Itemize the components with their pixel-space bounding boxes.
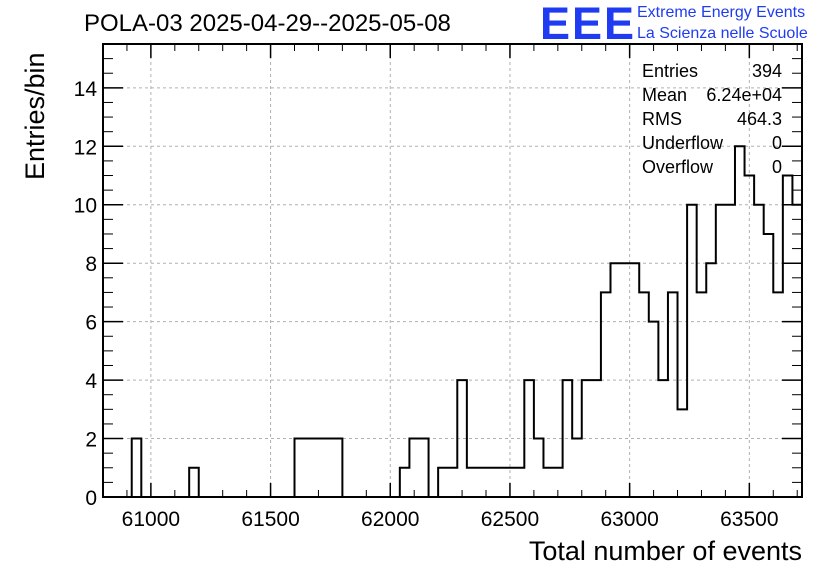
- histogram-bin: [687, 205, 697, 497]
- x-tick-label: 62000: [361, 508, 419, 531]
- histogram-bin: [754, 205, 764, 497]
- histogram-bin: [314, 439, 324, 497]
- stat-row-underflow: Underflow 0: [642, 131, 782, 155]
- stat-label: Entries: [642, 61, 699, 81]
- grid-lines: [103, 44, 802, 497]
- stats-box: Entries 394 Mean 6.24e+04 RMS 464.3 Unde…: [642, 59, 782, 179]
- histogram-bin: [400, 468, 410, 497]
- stat-row-rms: RMS 464.3: [642, 107, 782, 131]
- stat-row-overflow: Overflow 0: [642, 155, 782, 179]
- histogram-bin: [515, 468, 525, 497]
- histogram-bin: [649, 322, 659, 497]
- histogram-bin: [438, 468, 448, 497]
- x-axis-label: Total number of events: [528, 536, 802, 566]
- stat-value: 6.24e+04: [706, 85, 782, 105]
- histogram-bin: [132, 439, 142, 497]
- y-tick-label: 12: [74, 136, 97, 159]
- stat-label: Overflow: [642, 157, 714, 177]
- histogram-bin: [783, 176, 793, 497]
- stat-value: 464.3: [736, 109, 782, 129]
- histogram-bin: [543, 468, 553, 497]
- stat-value: 394: [751, 61, 782, 81]
- histogram-bin: [486, 468, 496, 497]
- histogram-bin: [448, 468, 458, 497]
- histogram-bin: [639, 292, 649, 497]
- axis-ticks: [102, 43, 802, 498]
- y-tick-label: 6: [85, 312, 97, 335]
- x-tick-label: 63000: [600, 508, 658, 531]
- x-tick-label: 63500: [720, 508, 778, 531]
- stat-label: Underflow: [642, 133, 724, 153]
- histogram-bin: [678, 409, 688, 497]
- stat-value: 0: [771, 157, 782, 177]
- stat-label: RMS: [642, 109, 682, 129]
- y-tick-label: 2: [85, 429, 97, 452]
- logo-line-1: Extreme Energy Events: [637, 4, 806, 21]
- x-tick-label: 62500: [481, 508, 539, 531]
- histogram-bin: [323, 439, 333, 497]
- eee-logo: EEE: [540, 0, 637, 49]
- histogram-bin: [773, 292, 783, 497]
- plot-frame: [102, 43, 803, 498]
- histogram-bin: [467, 468, 477, 497]
- y-tick-label: 4: [85, 370, 97, 393]
- histogram-bin: [496, 468, 506, 497]
- y-tick-label: 8: [85, 253, 97, 276]
- histogram-bin: [419, 439, 429, 497]
- stat-row-entries: Entries 394: [642, 59, 782, 83]
- histogram-bin: [697, 292, 707, 497]
- histogram-bin: [572, 439, 582, 497]
- chart-title: POLA-03 2025-04-29--2025-05-08: [84, 10, 451, 37]
- histogram-bin: [668, 292, 678, 497]
- stat-label: Mean: [642, 85, 688, 105]
- y-tick-label: 14: [74, 78, 98, 101]
- y-axis-tick-labels: 0 2 4 6 8 10 12 14: [74, 78, 98, 510]
- histogram-bin: [601, 292, 611, 497]
- histogram-bin: [304, 439, 314, 497]
- y-tick-label: 10: [74, 195, 97, 218]
- histogram-bin: [189, 468, 199, 497]
- stat-row-mean: Mean 6.24e+04: [642, 83, 782, 107]
- histogram-bin: [725, 205, 735, 497]
- x-tick-label: 61000: [122, 508, 180, 531]
- y-axis-label: Entries/bin: [20, 52, 50, 180]
- histogram-bin: [716, 205, 726, 497]
- y-tick-label: 0: [85, 487, 97, 510]
- histogram-bin: [476, 468, 486, 497]
- x-tick-label: 61500: [241, 508, 299, 531]
- histogram-bin: [295, 439, 305, 497]
- histogram-bin: [409, 439, 419, 497]
- logo-line-2: La Scienza nelle Scuole: [637, 25, 808, 42]
- x-axis-tick-labels: 61000 61500 62000 62500 63000 63500: [122, 508, 779, 531]
- histogram-bin: [333, 439, 343, 497]
- histogram-bin: [764, 234, 774, 497]
- stat-value: 0: [771, 133, 782, 153]
- histogram-bin: [534, 439, 544, 497]
